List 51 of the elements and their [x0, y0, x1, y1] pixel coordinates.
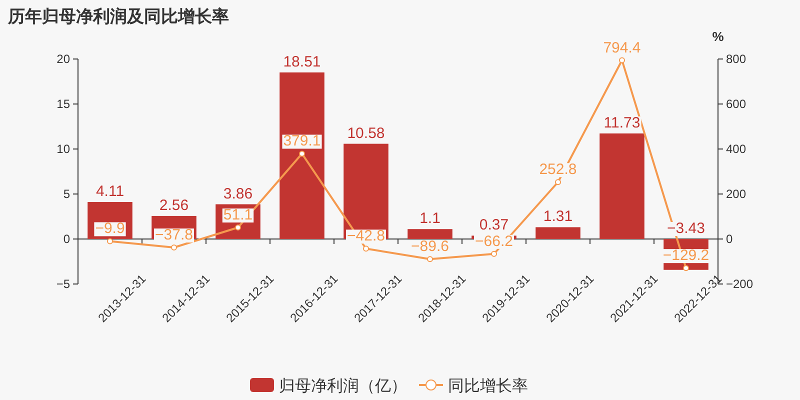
point — [555, 179, 561, 186]
y-tick-label: −5 — [56, 277, 70, 291]
point — [683, 265, 689, 272]
bar — [344, 144, 388, 239]
point — [171, 244, 177, 251]
data-label: 2.56 — [159, 196, 189, 214]
data-label: −66.2 — [475, 232, 513, 250]
point — [235, 224, 241, 231]
data-label: −37.8 — [155, 226, 193, 244]
y-tick-label: 5 — [63, 187, 70, 201]
y-tick-label: 0 — [63, 232, 70, 246]
data-label: 252.8 — [539, 161, 577, 178]
point — [619, 57, 625, 64]
data-label: −89.6 — [411, 238, 449, 256]
bar — [280, 72, 324, 239]
y-tick-label: 10 — [56, 142, 70, 156]
bar — [408, 229, 452, 239]
point — [363, 246, 369, 252]
y2-tick-label: 400 — [726, 142, 746, 156]
data-label: 1.31 — [543, 208, 573, 226]
data-label: 11.73 — [604, 114, 640, 132]
data-label: −3.43 — [667, 220, 705, 237]
data-label: 51.1 — [223, 206, 253, 224]
data-label: 18.51 — [283, 53, 321, 70]
point — [107, 238, 113, 244]
data-label: 379.1 — [283, 132, 321, 150]
chart-title: 历年归母净利润及同比增长率 — [7, 7, 229, 26]
data-label: 10.58 — [347, 124, 385, 142]
legend-label: 归母净利润（亿） — [279, 377, 407, 395]
y2-tick-label: 0 — [726, 232, 733, 246]
y2-tick-label: 200 — [726, 187, 746, 201]
data-label: 0.37 — [479, 216, 509, 234]
data-label: −42.8 — [347, 228, 385, 245]
data-label: 1.1 — [420, 210, 440, 228]
data-label: 3.86 — [223, 185, 253, 202]
data-label: −9.9 — [95, 220, 125, 238]
bar — [536, 227, 580, 239]
y-tick-label: 20 — [56, 52, 70, 66]
point — [427, 256, 433, 262]
point — [491, 250, 497, 257]
y-tick-label: 15 — [56, 97, 70, 111]
y2-tick-label: −200 — [726, 277, 754, 291]
y2-tick-label: 800 — [726, 52, 746, 66]
legend-label: 同比增长率 — [448, 377, 528, 395]
bar — [600, 133, 644, 239]
point — [299, 150, 305, 157]
data-label: −129.2 — [662, 247, 710, 264]
y2-tick-label: 600 — [726, 97, 746, 111]
y2-axis-title: % — [712, 29, 724, 44]
data-label: 4.11 — [96, 183, 124, 200]
data-label: 794.4 — [603, 39, 641, 56]
